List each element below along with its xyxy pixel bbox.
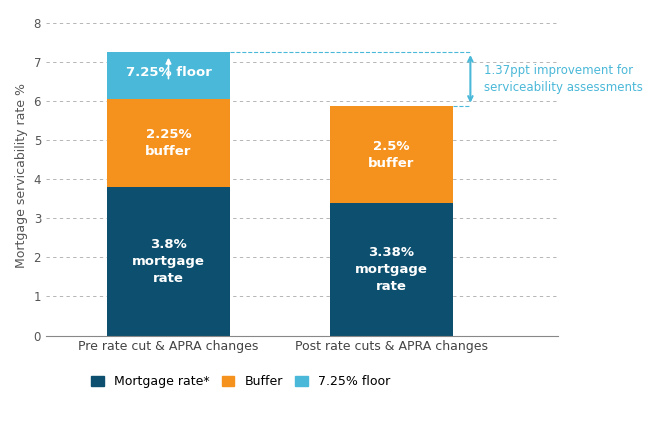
Text: 7.25% floor: 7.25% floor	[126, 66, 211, 79]
Text: 2.5%
buffer: 2.5% buffer	[368, 140, 415, 170]
Text: 1.37ppt improvement for
serviceability assessments: 1.37ppt improvement for serviceability a…	[484, 64, 643, 94]
Bar	[107, 187, 230, 336]
Text: 2.25%
buffer: 2.25% buffer	[145, 128, 191, 158]
Bar	[107, 99, 230, 187]
Text: 3.8%
mortgage
rate: 3.8% mortgage rate	[132, 238, 205, 285]
Text: 3.38%
mortgage
rate: 3.38% mortgage rate	[355, 246, 428, 293]
Bar	[107, 52, 230, 99]
Bar	[330, 203, 453, 336]
Bar	[330, 106, 453, 203]
Legend: Mortgage rate*, Buffer, 7.25% floor: Mortgage rate*, Buffer, 7.25% floor	[86, 371, 395, 393]
Y-axis label: Mortgage servicability rate %: Mortgage servicability rate %	[15, 83, 28, 268]
